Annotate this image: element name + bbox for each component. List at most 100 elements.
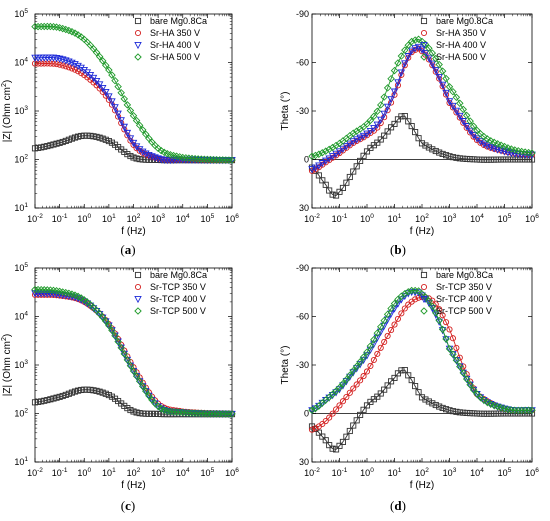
panel-b-point-sr-ha-500-v: [493, 140, 502, 148]
panel-b-frame: [311, 13, 533, 209]
panel-d-point-sr-tcp-350-v: [439, 312, 446, 319]
panel-a-point-bare-mg0-8ca: [93, 133, 100, 140]
panel-d-series-bare-mg0-8ca: [308, 367, 536, 453]
panel-b-point-bare-mg0-8ca: [357, 157, 364, 164]
panel-d-point-bare-mg0-8ca: [326, 442, 333, 449]
panel-c-point-sr-tcp-500-v: [31, 285, 39, 294]
panel-a-point-bare-mg0-8ca: [59, 138, 66, 146]
panel-c-point-sr-tcp-500-v: [108, 326, 116, 335]
panel-a-point-bare-mg0-8ca: [133, 155, 140, 162]
panel-b-point-sr-ha-500-v: [459, 105, 467, 114]
panel-b-point-sr-ha-400-v: [476, 138, 485, 146]
panel-b-point-sr-ha-500-v: [473, 126, 481, 135]
panel-b-point-sr-ha-500-v: [487, 137, 495, 145]
panel-d-point-bare-mg0-8ca: [449, 408, 456, 415]
panel-d-point-sr-tcp-500-v: [356, 358, 364, 366]
panel-b-point-bare-mg0-8ca: [353, 163, 360, 170]
panel-c-point-sr-tcp-500-v: [105, 321, 113, 330]
panel-c-point-sr-tcp-500-v: [194, 409, 202, 418]
panel-b-point-sr-ha-400-v: [449, 102, 457, 111]
panel-c-point-bare-mg0-8ca: [139, 410, 146, 417]
panel-c: 10-2 10-1 100 101 102 103 104 105 106 101 102 103 10…: [1, 262, 239, 513]
panel-d-x-tick-label: 105: [498, 467, 512, 478]
panel-b-point-sr-ha-500-v: [442, 74, 450, 83]
panel-d-point-bare-mg0-8ca: [333, 446, 340, 453]
panel-a-point-bare-mg0-8ca: [41, 143, 48, 150]
panel-b-point-sr-ha-400-v: [308, 166, 316, 174]
panel-c-y-tick-label: 102: [14, 408, 28, 419]
panel-d-point-bare-mg0-8ca: [480, 410, 487, 417]
panel-d-point-sr-tcp-350-v: [367, 362, 374, 369]
panel-d-point-bare-mg0-8ca: [470, 410, 477, 417]
panel-d-point-sr-tcp-500-v: [442, 335, 450, 343]
panel-c-point-bare-mg0-8ca: [59, 392, 66, 400]
panel-b-point-sr-ha-500-v: [328, 143, 337, 152]
panel-b-y-tick-label: 0: [304, 155, 309, 165]
panel-b-point-bare-mg0-8ca: [443, 152, 450, 159]
panel-c-point-sr-tcp-500-v: [212, 409, 221, 418]
panel-a-point-bare-mg0-8ca: [44, 143, 51, 150]
panel-d-point-sr-tcp-500-v: [449, 350, 457, 359]
panel-d-point-sr-tcp-500-v: [487, 400, 495, 408]
panel-c-point-bare-mg0-8ca: [44, 397, 51, 404]
panel-b-point-bare-mg0-8ca: [343, 179, 350, 186]
panel-b-point-sr-ha-350-v: [453, 109, 460, 116]
panel-a-point-bare-mg0-8ca: [99, 135, 106, 142]
panel-a-legend-label-sr-ha-500-v: Sr-HA 500 V: [150, 52, 200, 62]
panel-b-point-sr-ha-400-v: [342, 143, 351, 151]
panel-a-point-sr-ha-400-v: [142, 150, 150, 158]
panel-c-x-tick-label: 10-1: [52, 467, 68, 478]
panel-a-point-sr-ha-500-v: [49, 22, 58, 31]
panel-c-series-sr-tcp-500-v: [31, 285, 236, 418]
panel-d-point-bare-mg0-8ca: [477, 410, 484, 417]
panel-c-x-tick-label: 102: [127, 467, 141, 478]
panel-d-point-sr-tcp-500-v: [349, 366, 357, 375]
panel-b-point-sr-ha-400-v: [332, 150, 340, 158]
panel-c-legend-marker-sr-tcp-350-v: [134, 283, 142, 291]
panel-c-point-bare-mg0-8ca: [124, 405, 131, 412]
panel-b-point-bare-mg0-8ca: [453, 154, 460, 161]
panel-c-point-sr-tcp-500-v: [209, 409, 218, 418]
panel-d-point-bare-mg0-8ca: [436, 403, 443, 410]
panel-a-point-sr-ha-500-v: [206, 155, 215, 164]
panel-d-point-bare-mg0-8ca: [508, 410, 515, 417]
panel-b-point-bare-mg0-8ca: [432, 147, 439, 155]
panel-a-y-tick-label: 101: [14, 202, 28, 213]
panel-c-legend-marker-sr-tcp-500-v: [134, 307, 142, 315]
panel-d-point-sr-tcp-500-v: [521, 406, 529, 415]
panel-c-legend-marker-bare-mg0-8ca: [134, 271, 142, 279]
panel-b-point-bare-mg0-8ca: [322, 181, 329, 188]
panel-d-point-sr-tcp-500-v: [352, 362, 361, 371]
panel-c-point-sr-tcp-500-v: [206, 409, 215, 418]
panel-b-point-sr-ha-500-v: [466, 117, 474, 125]
panel-a-y-tick-label: 105: [14, 8, 28, 19]
panel-b-point-sr-ha-400-v: [339, 145, 347, 154]
panel-d-point-bare-mg0-8ca: [350, 422, 357, 429]
panel-b-point-bare-mg0-8ca: [391, 120, 398, 127]
panel-b-point-sr-ha-400-v: [459, 118, 467, 126]
panel-a-point-sr-ha-500-v: [74, 31, 82, 39]
panel-d-point-sr-tcp-350-v: [333, 406, 340, 413]
panel-d-point-sr-tcp-500-v: [342, 375, 351, 384]
panel-b-point-sr-ha-500-v: [425, 44, 433, 52]
panel-c-point-bare-mg0-8ca: [41, 397, 48, 404]
panel-a-legend-marker-bare-mg0-8ca: [134, 17, 142, 25]
panel-c-point-bare-mg0-8ca: [75, 387, 82, 394]
panel-b-point-bare-mg0-8ca: [425, 144, 432, 151]
panel-a-point-sr-ha-500-v: [126, 106, 135, 115]
panel-c-caption: (c): [121, 498, 135, 513]
panel-b-point-sr-ha-400-v: [428, 60, 437, 68]
panel-a-point-sr-ha-400-v: [123, 129, 132, 138]
panel-b-point-sr-ha-500-v: [456, 99, 464, 107]
panel-d-legend: bare Mg0.8Ca Sr-TCP 350 V Sr-TCP 400 V Sr-T…: [420, 270, 493, 316]
panel-d-point-sr-tcp-500-v: [390, 299, 399, 308]
panel-c-point-sr-tcp-500-v: [225, 410, 233, 418]
panel-d-point-bare-mg0-8ca: [360, 406, 367, 413]
panel-c-point-bare-mg0-8ca: [108, 393, 116, 400]
panel-a-point-bare-mg0-8ca: [65, 136, 72, 143]
panel-c-point-bare-mg0-8ca: [84, 386, 91, 393]
panel-c-point-bare-mg0-8ca: [53, 394, 60, 401]
panel-a-point-sr-ha-500-v: [102, 61, 110, 70]
panel-a-point-sr-ha-500-v: [157, 146, 165, 155]
panel-a-point-sr-ha-500-v: [154, 144, 162, 153]
